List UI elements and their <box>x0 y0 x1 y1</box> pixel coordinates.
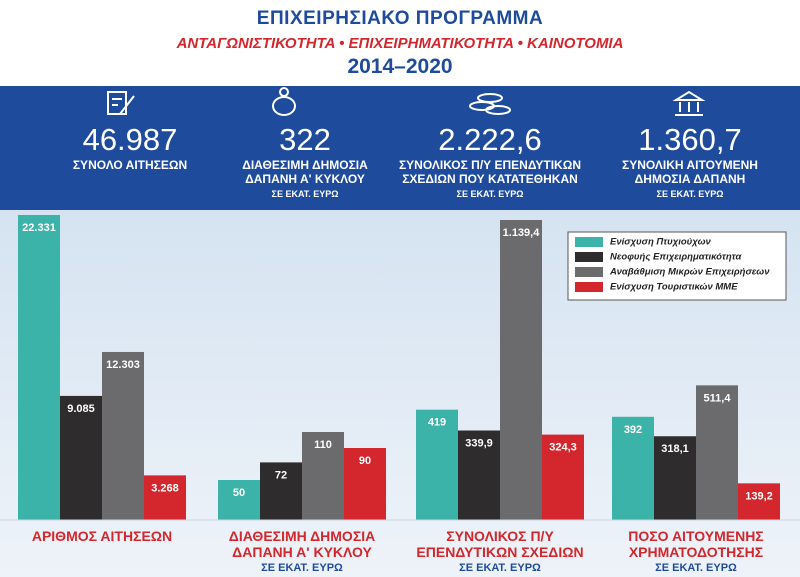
category-label: ΠΟΣΟ ΑΙΤΟΥΜΕΝΗΣ <box>628 528 764 544</box>
bar <box>260 462 302 520</box>
category-unit: ΣΕ ΕΚΑΤ. ΕΥΡΩ <box>459 562 541 574</box>
category: ΣΥΝΟΛΙΚΟΣ Π/Υ ΕΠΕΝΔΥΤΙΚΩΝ ΣΧΕΔΙΩΝ ΣΕ ΕΚΑΤ.… <box>396 528 604 574</box>
value-label: 22.331 <box>22 222 56 234</box>
summary-item: 322 ΔΙΑΘΕΣΙΜΗ ΔΗΜΟΣΙΑ ΔΑΠΑΝΗ Α' ΚΥΚΛΟΥ ΣΕ Ε… <box>185 122 425 199</box>
bar <box>144 475 186 520</box>
bar <box>696 385 738 520</box>
bar <box>654 436 696 520</box>
bar <box>500 220 542 520</box>
category: ΠΟΣΟ ΑΙΤΟΥΜΕΝΗΣ ΧΡΗΜΑΤΟΔΟΤΗΣΗΣ ΣΕ ΕΚΑΤ. ΕΥ… <box>592 528 800 574</box>
summary-number: 2.222,6 <box>438 122 542 157</box>
category-label: ΔΑΠΑΝΗ Α' ΚΥΚΛΟΥ <box>232 544 372 560</box>
icon-coin <box>279 87 289 97</box>
period: 2014–2020 <box>347 55 453 78</box>
summary-label: ΣΥΝΟΛΙΚΗ ΑΙΤΟΥΜΕΝΗ <box>622 158 758 172</box>
summary-label: ΣΥΝΟΛΙΚΟΣ Π/Υ ΕΠΕΝΔΥΤΙΚΩΝ <box>398 158 582 172</box>
legend-label: Ενίσχυση Πτυχιούχων <box>610 237 712 248</box>
summary-number: 1.360,7 <box>638 122 742 157</box>
subtitle: ΑΝΤΑΓΩΝΙΣΤΙΚΟΤΗΤΑ • ΕΠΙΧΕΙΡΗΜΑΤΙΚΟΤΗΤΑ •… <box>176 35 624 52</box>
bar <box>416 409 458 520</box>
bar <box>458 430 500 520</box>
value-label: 50 <box>233 487 245 499</box>
category-label: ΑΡΙΘΜΟΣ ΑΙΤΗΣΕΩΝ <box>31 528 173 544</box>
icons <box>107 87 706 116</box>
bar <box>302 432 344 520</box>
summary-label: ΔΑΠΑΝΗ Α' ΚΥΚΛΟΥ <box>245 172 365 186</box>
title: ΕΠΙΧΕΙΡΗΣΙΑΚΟ ΠΡΟΓΡΑΜΜΑ <box>256 8 544 29</box>
bar <box>612 416 654 520</box>
summary-unit: ΣΕ ΕΚΑΤ. ΕΥΡΩ <box>656 189 724 199</box>
bar <box>738 483 780 520</box>
category: ΔΙΑΘΕΣΙΜΗ ΔΗΜΟΣΙΑ ΔΑΠΑΝΗ Α' ΚΥΚΛΟΥ ΣΕ ΕΚΑΤ… <box>198 528 406 574</box>
legend-label: Αναβάθμιση Μικρών Επιχειρήσεων <box>609 267 770 278</box>
legend-label: Ενίσχυση Τουριστικών ΜΜΕ <box>610 282 738 293</box>
bar <box>60 395 102 520</box>
summary-label: ΔΙΑΘΕΣΙΜΗ ΔΗΜΟΣΙΑ <box>242 158 368 172</box>
icon-coins <box>477 93 503 103</box>
value-label: 318,1 <box>661 443 689 455</box>
value-label: 392 <box>624 424 642 436</box>
value-label: 3.268 <box>151 482 179 494</box>
legend-box <box>567 231 787 301</box>
icon-pen <box>119 95 135 115</box>
summary-item: 1.360,7 ΣΥΝΟΛΙΚΗ ΑΙΤΟΥΜΕΝΗ ΔΗΜΟΣΙΑ ΔΑΠΑΝΗ Σ… <box>570 122 800 199</box>
value-label: 90 <box>359 455 371 467</box>
summary-number: 322 <box>279 122 331 157</box>
bar <box>218 480 260 520</box>
value-label: 339,9 <box>465 438 493 450</box>
category-label: ΧΡΗΜΑΤΟΔΟΤΗΣΗΣ <box>628 544 764 560</box>
summary-label: ΣΧΕΔΙΩΝ ΠΟΥ ΚΑΤΑΤΕΘΗΚΑΝ <box>402 172 578 186</box>
summary-label: ΔΗΜΟΣΙΑ ΔΑΠΑΝΗ <box>634 172 746 186</box>
summary-number: 46.987 <box>82 122 178 157</box>
legend-label: Νεοφυής Επιχειρηματικότητα <box>610 252 743 263</box>
category: ΑΡΙΘΜΟΣ ΑΙΤΗΣΕΩΝ <box>0 528 206 544</box>
legend-swatch <box>575 237 603 247</box>
bar <box>102 351 144 520</box>
icon-coins <box>485 105 511 115</box>
value-label: 72 <box>275 469 287 481</box>
legend-swatch <box>575 252 603 262</box>
category-unit: ΣΕ ΕΚΑΤ. ΕΥΡΩ <box>655 562 737 574</box>
value-label: 511,4 <box>704 392 732 404</box>
category-label: ΣΥΝΟΛΙΚΟΣ Π/Υ <box>446 528 554 544</box>
icon-bank-roof <box>672 90 706 101</box>
category-label: ΕΠΕΝΔΥΤΙΚΩΝ ΣΧΕΔΙΩΝ <box>416 544 584 560</box>
summary-unit: ΣΕ ΕΚΑΤ. ΕΥΡΩ <box>271 189 339 199</box>
value-label: 12.303 <box>106 359 140 371</box>
value-label: 1.139,4 <box>503 227 541 239</box>
value-label: 419 <box>428 417 446 429</box>
category-label: ΔΙΑΘΕΣΙΜΗ ΔΗΜΟΣΙΑ <box>228 528 376 544</box>
category-unit: ΣΕ ΕΚΑΤ. ΕΥΡΩ <box>261 562 343 574</box>
value-label: 110 <box>314 439 332 451</box>
value-label: 324,3 <box>549 442 577 454</box>
summary-unit: ΣΕ ΕΚΑΤ. ΕΥΡΩ <box>456 189 524 199</box>
summary-item: 2.222,6 ΣΥΝΟΛΙΚΟΣ Π/Υ ΕΠΕΝΔΥΤΙΚΩΝ ΣΧΕΔΙΩΝ … <box>370 122 610 199</box>
value-label: 139,2 <box>745 490 773 502</box>
bar <box>344 448 386 520</box>
icon-piggy <box>272 96 296 116</box>
summary-item: 46.987 ΣΥΝΟΛΟ ΑΙΤΗΣΕΩΝ <box>10 122 250 172</box>
bar <box>18 215 60 520</box>
legend-swatch <box>575 267 603 277</box>
legend-swatch <box>575 282 603 292</box>
bar <box>542 434 584 520</box>
icon-document <box>107 91 127 115</box>
summary-label: ΣΥΝΟΛΟ ΑΙΤΗΣΕΩΝ <box>72 158 188 172</box>
value-label: 9.085 <box>67 403 95 415</box>
summary-band <box>0 86 800 210</box>
